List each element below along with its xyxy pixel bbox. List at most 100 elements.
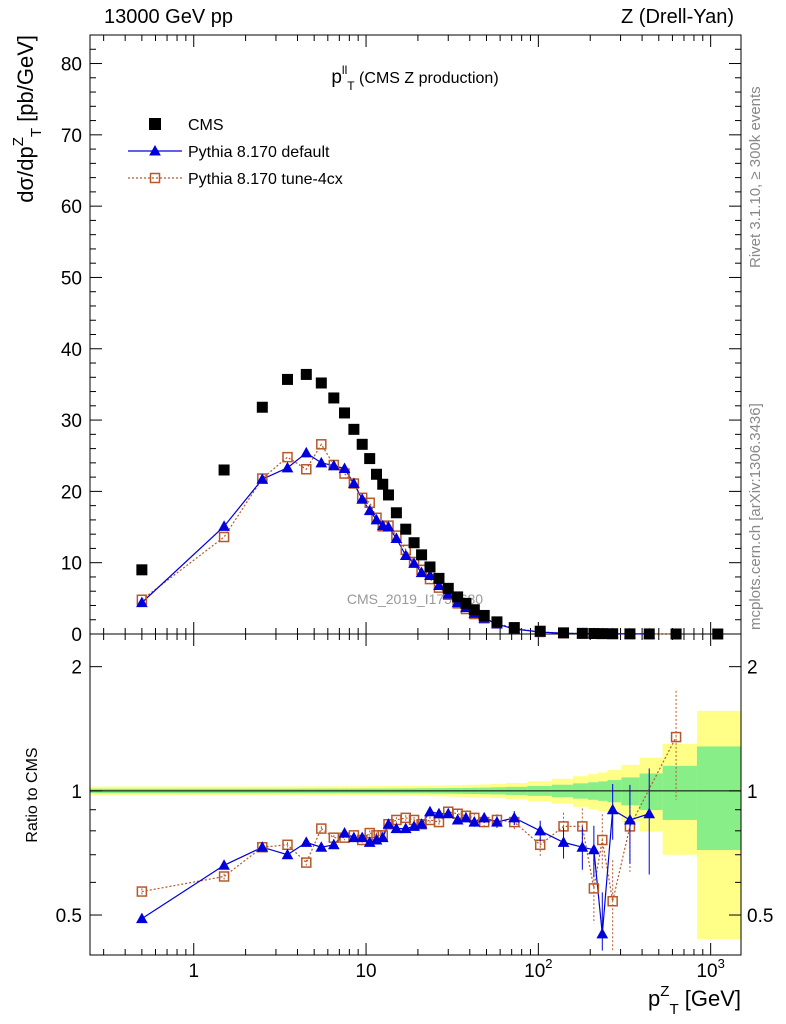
default-ratio-point xyxy=(315,841,328,852)
default-point xyxy=(348,477,360,489)
default-ratio-point xyxy=(576,841,589,852)
mcplots-label: mcplots.cern.ch [arXiv:1306.3436] xyxy=(747,403,764,630)
y-tick-label: 40 xyxy=(61,340,82,361)
default-ratio-point xyxy=(588,843,600,855)
tune4cx-ratio-point xyxy=(136,886,148,897)
default-ratio-point xyxy=(356,831,369,843)
plot-title: pllT (CMS Z production) xyxy=(331,63,498,93)
ratio-tick-label: 0.5 xyxy=(56,906,82,927)
tune4cx-ratio-point xyxy=(301,857,312,868)
cms-point xyxy=(300,368,312,380)
default-ratio-point xyxy=(596,927,609,939)
default-ratio-point xyxy=(376,831,389,843)
default-ratio-point xyxy=(424,805,436,817)
tune4cx-ratio-point xyxy=(670,731,682,743)
default-ratio-point xyxy=(557,836,570,847)
tune4cx-point xyxy=(218,531,230,543)
cms-point xyxy=(371,468,383,480)
default-ratio-point xyxy=(338,827,351,838)
default-ratio-point xyxy=(415,818,428,829)
x-axis-title: pZT [GeV] xyxy=(648,983,741,1018)
default-ratio-point xyxy=(281,848,294,860)
cms-point xyxy=(218,464,230,476)
cms-point xyxy=(256,401,268,413)
cms-point xyxy=(712,628,724,640)
legend-label-default: Pythia 8.170 default xyxy=(188,144,330,161)
tune4cx-ratio-point xyxy=(588,883,600,894)
cms-point xyxy=(348,423,360,435)
legend: CMS Pythia 8.170 default Pythia 8.170 tune… xyxy=(128,117,343,188)
ratio-tick-label: 1 xyxy=(71,782,82,803)
cms-point xyxy=(558,627,570,639)
default-point xyxy=(218,520,230,531)
cms-point xyxy=(478,609,490,621)
tune4cx-line xyxy=(141,443,677,635)
ratio-tick-label-right: 1 xyxy=(747,782,758,803)
cms-point xyxy=(408,537,420,549)
y-tick-label: 70 xyxy=(61,126,82,147)
default-ratio-point xyxy=(508,811,521,823)
cms-point xyxy=(136,564,148,576)
default-point xyxy=(300,446,313,458)
y-tick-label: 30 xyxy=(61,411,82,432)
cms-point xyxy=(364,453,376,465)
y-tick-label: 0 xyxy=(71,625,82,646)
default-point xyxy=(327,459,340,471)
cms-point xyxy=(339,407,351,419)
tune4cx-point xyxy=(316,439,327,450)
cms-point xyxy=(596,628,608,640)
ratio-band-inner xyxy=(621,777,640,806)
cms-point xyxy=(416,549,428,561)
default-ratio-point xyxy=(433,807,445,819)
x-tick-label: 103 xyxy=(696,956,724,982)
default-ratio-point xyxy=(390,822,403,834)
default-point xyxy=(382,521,395,532)
cms-point xyxy=(576,627,588,639)
process-label: Z (Drell-Yan) xyxy=(621,6,734,28)
ratio-axis-title: Ratio to CMS xyxy=(24,747,41,842)
cms-point xyxy=(442,582,454,594)
default-point xyxy=(363,504,376,516)
legend-cms-marker xyxy=(149,118,161,130)
ratio-tick-label: 2 xyxy=(71,658,82,679)
default-ratio-point xyxy=(491,816,503,827)
tune4cx-ratio-point xyxy=(316,823,327,834)
default-ratio-point xyxy=(460,811,472,823)
default-point xyxy=(315,456,328,468)
default-point xyxy=(399,549,412,561)
y-tick-label: 60 xyxy=(61,197,82,218)
default-ratio-point xyxy=(624,813,636,825)
legend-tune4cx-marker xyxy=(149,172,161,184)
cms-point xyxy=(534,625,546,637)
y-tick-label: 20 xyxy=(61,482,82,503)
default-point xyxy=(338,462,351,474)
cms-point xyxy=(328,392,340,404)
cms-point xyxy=(643,628,655,640)
cms-point xyxy=(356,438,368,450)
default-ratio-point xyxy=(534,824,547,836)
rivet-version-label: Rivet 3.1.10, ≥ 300k events xyxy=(747,86,764,268)
default-ratio-point xyxy=(606,803,619,815)
cms-point xyxy=(281,373,293,385)
default-ratio-point xyxy=(218,859,230,870)
cms-point xyxy=(424,561,436,573)
ratio-band-inner xyxy=(696,746,741,851)
cms-point xyxy=(468,604,480,616)
ratio-plot-frame xyxy=(89,633,742,956)
x-tick-label: 1 xyxy=(188,961,199,982)
x-tick-label: 102 xyxy=(524,956,552,982)
tune4cx-ratio-point xyxy=(607,895,618,907)
tune4cx-point xyxy=(301,464,312,475)
default-ratio-point xyxy=(256,841,269,852)
default-point xyxy=(281,461,294,473)
cms-point xyxy=(607,628,619,640)
default-ratio-point xyxy=(442,807,455,819)
default-point xyxy=(136,596,148,608)
cms-point xyxy=(670,628,682,640)
tune4cx-ratio-point xyxy=(597,834,608,846)
y-tick-label: 80 xyxy=(61,55,82,76)
default-ratio-point xyxy=(382,818,395,829)
default-point xyxy=(433,579,445,591)
default-ratio-point xyxy=(451,813,464,825)
